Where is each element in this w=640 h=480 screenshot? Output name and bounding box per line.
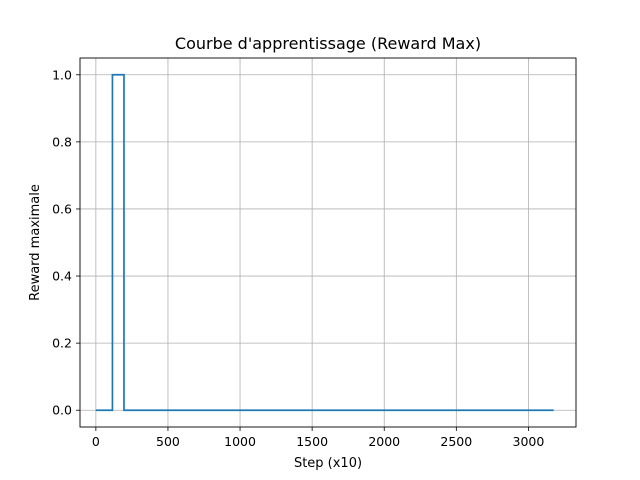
- grid: [80, 58, 576, 427]
- x-axis-label: Step (x10): [294, 456, 362, 471]
- y-tick-label: 0.4: [52, 269, 72, 284]
- plot-frame: [79, 57, 577, 428]
- x-tick-label: 500: [156, 434, 180, 449]
- x-tick-label: 1000: [224, 434, 256, 449]
- x-tick-label: 1500: [296, 434, 328, 449]
- x-axis: 0 500 1000 1500 2000 2500 3000: [92, 427, 544, 449]
- y-tick-label: 0.8: [52, 134, 72, 149]
- x-tick-label: 2500: [440, 434, 472, 449]
- y-axis: 0.0 0.2 0.4 0.6 0.8 1.0: [52, 67, 80, 418]
- x-tick-label: 2000: [368, 434, 400, 449]
- y-tick-label: 0.6: [52, 201, 72, 216]
- chart-title: Courbe d'apprentissage (Reward Max): [175, 34, 481, 53]
- y-tick-label: 0.2: [52, 336, 72, 351]
- y-tick-label: 0.0: [52, 403, 72, 418]
- x-tick-label: 3000: [513, 434, 545, 449]
- series-group: [95, 73, 554, 412]
- series-line: [95, 73, 554, 412]
- y-axis-label: Reward maximale: [28, 184, 43, 301]
- y-tick-label: 1.0: [52, 67, 72, 82]
- x-tick-label: 0: [92, 434, 100, 449]
